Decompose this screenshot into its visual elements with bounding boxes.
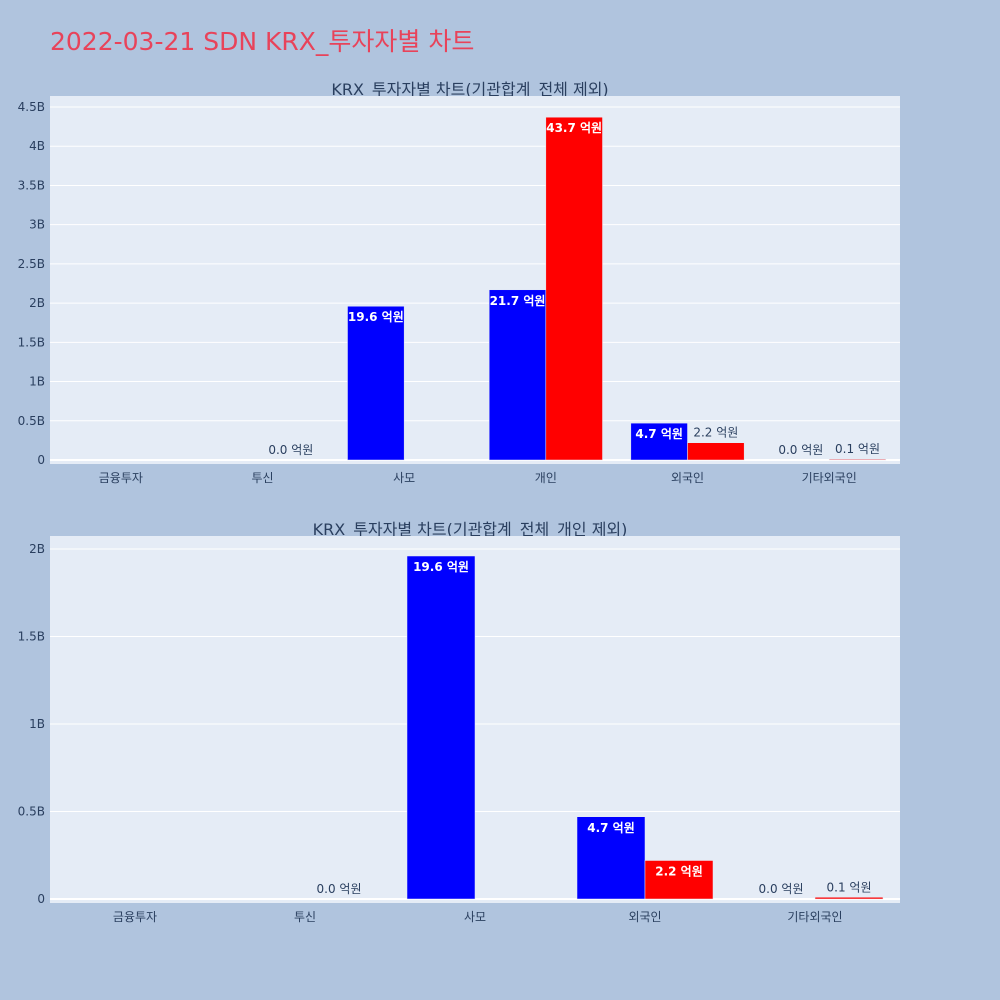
- chart-title: KRX_투자자별 차트(기관합계_전체 제외): [331, 80, 608, 100]
- chart-title: KRX_투자자별 차트(기관합계_전체_개인 제외): [313, 520, 628, 540]
- y-tick-label: 1.5B: [18, 630, 45, 644]
- bar: [576, 816, 646, 900]
- x-tick-label: 개인: [535, 471, 557, 485]
- y-tick-label: 1.5B: [18, 335, 45, 349]
- bar: [814, 897, 884, 900]
- bar-value-label: 43.7 억원: [546, 121, 602, 135]
- y-tick-label: 3.5B: [18, 178, 45, 192]
- bar-value-label: 19.6 억원: [413, 560, 469, 574]
- y-tick-label: 2B: [29, 542, 45, 556]
- x-tick-label: 금융투자: [99, 471, 143, 485]
- y-tick-label: 0.5B: [18, 805, 45, 819]
- bar-value-label: 2.2 억원: [655, 865, 703, 879]
- y-tick-label: 2.5B: [18, 257, 45, 271]
- bar-value-label: 21.7 억원: [490, 294, 546, 308]
- page-title: 2022-03-21 SDN KRX_투자자별 차트: [50, 27, 475, 56]
- bar-value-label: 19.6 억원: [348, 310, 404, 324]
- plot-area: [50, 96, 900, 464]
- x-tick-label: 기타외국인: [802, 471, 857, 485]
- y-tick-label: 2B: [29, 296, 45, 310]
- bar: [644, 860, 714, 900]
- bar-value-label: 0.1 억원: [835, 442, 880, 456]
- x-tick-label: 금융투자: [113, 910, 157, 924]
- chart-bottom: KRX_투자자별 차트(기관합계_전체_개인 제외) 0 0.5B 1B 1.5B 2B 금…: [18, 520, 900, 924]
- chart-top: KRX_투자자별 차트(기관합계_전체 제외) 0 0.5B 1B 1.5B 2B 2.5B…: [18, 80, 900, 485]
- y-tick-label: 4.5B: [18, 100, 45, 114]
- bar-value-label: 0.0 억원: [778, 443, 823, 457]
- bar-value-label: 0.0 억원: [317, 882, 362, 896]
- x-tick-label: 투신: [294, 910, 316, 924]
- bar-value-label: 0.0 억원: [268, 443, 313, 457]
- bar: [630, 422, 688, 461]
- bar: [828, 458, 887, 461]
- y-tick-label: 0: [37, 892, 45, 906]
- x-tick-label: 외국인: [671, 471, 704, 485]
- bar: [488, 289, 547, 461]
- bar-value-label: 4.7 억원: [587, 821, 635, 835]
- x-tick-label: 사모: [393, 471, 415, 485]
- y-tick-label: 4B: [29, 139, 45, 153]
- y-tick-label: 1B: [29, 717, 45, 731]
- x-tick-label: 기타외국인: [787, 910, 842, 924]
- y-tick-label: 0: [37, 453, 45, 467]
- bar-value-label: 0.0 억원: [759, 882, 804, 896]
- y-tick-label: 3B: [29, 218, 45, 232]
- bar: [347, 305, 405, 461]
- y-tick-label: 1B: [29, 375, 45, 389]
- bar: [687, 442, 745, 461]
- bar: [545, 116, 603, 461]
- y-tick-label: 0.5B: [18, 414, 45, 428]
- bar: [406, 555, 476, 900]
- bar-value-label: 2.2 억원: [693, 426, 738, 440]
- x-tick-label: 사모: [464, 910, 486, 924]
- x-tick-label: 투신: [251, 471, 273, 485]
- bar-value-label: 4.7 억원: [635, 427, 683, 441]
- bar-value-label: 0.1 억원: [827, 880, 872, 894]
- x-tick-label: 외국인: [628, 910, 661, 924]
